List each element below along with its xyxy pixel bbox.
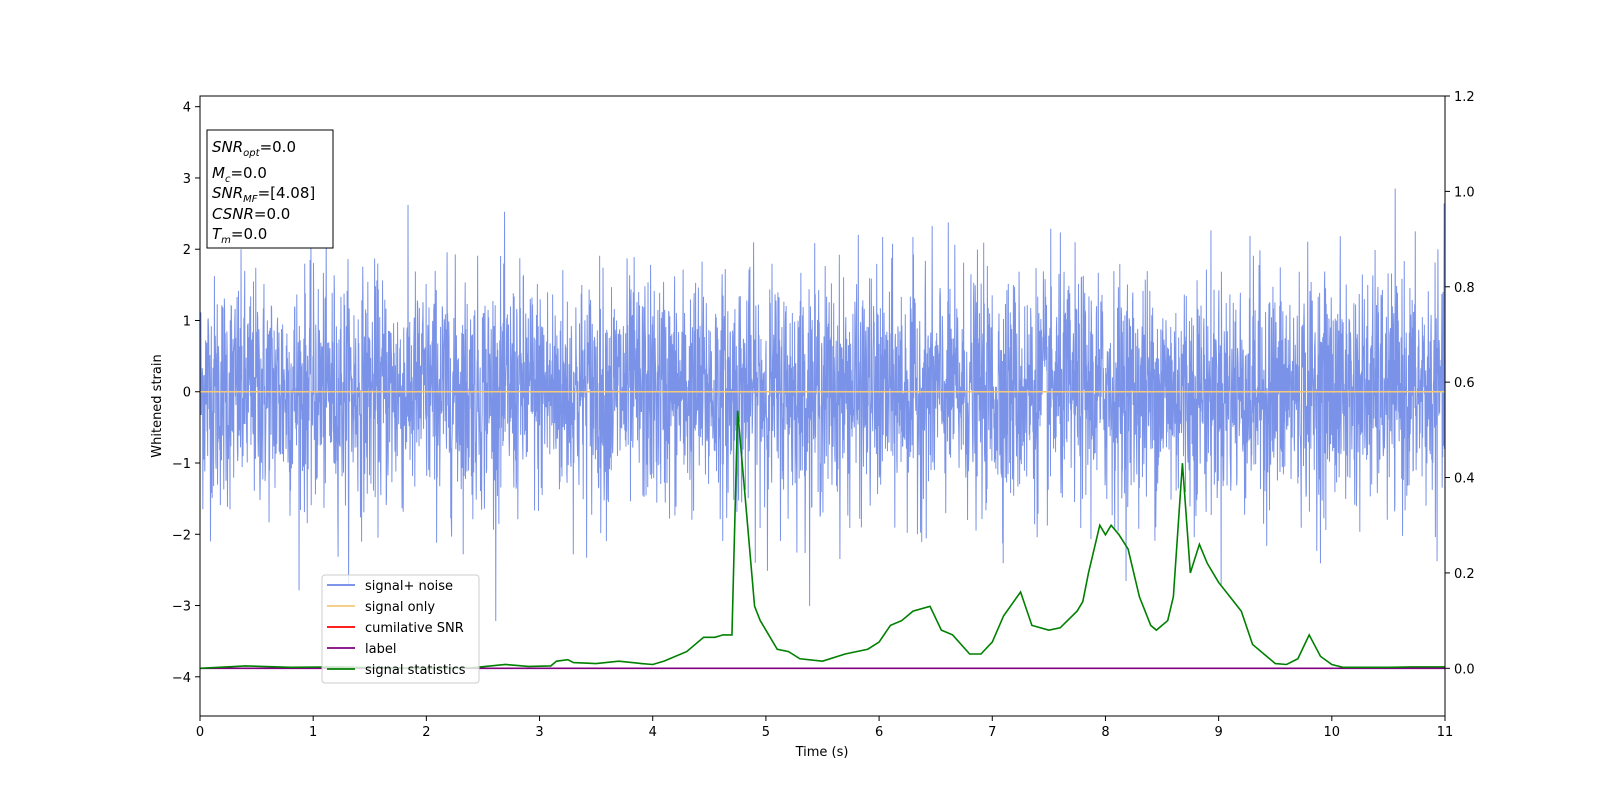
x-tick-label: 1 [309, 725, 317, 740]
y-left-tick-label: 0 [183, 386, 191, 401]
x-tick-label: 5 [762, 725, 770, 740]
x-tick-label: 9 [1214, 725, 1222, 740]
x-tick-label: 11 [1437, 725, 1454, 740]
y-left-tick-label: 2 [183, 243, 191, 258]
legend: signal+ noise signal only cumilative SNR la… [321, 574, 480, 684]
x-tick-label: 10 [1324, 725, 1341, 740]
x-tick-label: 6 [875, 725, 883, 740]
legend-label: label [365, 642, 396, 657]
y-right-tick-label: 0.4 [1454, 472, 1475, 487]
y-left-tick-label: −3 [172, 600, 191, 615]
info-box-line: Mc=0.0 [212, 164, 267, 185]
legend-label: signal only [365, 600, 435, 615]
legend-label: cumilative SNR [365, 621, 464, 636]
x-tick-label: 7 [988, 725, 996, 740]
info-box-frame [206, 129, 334, 249]
legend-label: signal+ noise [365, 579, 453, 594]
info-box-line: SNRopt=0.0 [212, 138, 296, 159]
legend-label: signal statistics [365, 663, 466, 678]
x-tick-label: 4 [649, 725, 657, 740]
axes-frame [199, 95, 1446, 717]
legend-frame [321, 574, 480, 684]
y-right-tick-label: 1.0 [1454, 185, 1475, 200]
x-tick-label: 2 [422, 725, 430, 740]
signal-statistics-line [200, 410, 1445, 670]
info-box-line: Tm=0.0 [212, 225, 267, 246]
ticks: 0 1 2 3 4 5 6 7 8 9 10 11 −4 −3 −2 −1 0 1 2 3 4 0.0 0.2 0.4 0.6 0… [172, 90, 1475, 740]
info-box-line: CSNR=0.0 [212, 205, 290, 223]
y-right-tick-label: 0.6 [1454, 376, 1475, 391]
x-tick-label: 0 [196, 725, 204, 740]
y-right-tick-label: 0.0 [1454, 662, 1475, 677]
y-left-tick-label: −1 [172, 457, 191, 472]
x-tick-label: 8 [1101, 725, 1109, 740]
y-left-tick-label: −2 [172, 528, 191, 543]
y-left-tick-label: −4 [172, 671, 191, 686]
signal-noise-line [200, 188, 1445, 622]
y-axis-label: Whitened strain [150, 354, 165, 457]
y-left-tick-label: 4 [183, 101, 191, 116]
x-axis-label: Time (s) [795, 745, 849, 760]
y-left-tick-label: 1 [183, 314, 191, 329]
y-right-tick-label: 1.2 [1454, 90, 1475, 105]
y-right-tick-label: 0.8 [1454, 281, 1475, 296]
y-right-tick-label: 0.2 [1454, 567, 1475, 582]
x-tick-label: 3 [535, 725, 543, 740]
info-box-line: SNRMF=[4.08] [212, 184, 315, 205]
y-left-tick-label: 3 [183, 172, 191, 187]
